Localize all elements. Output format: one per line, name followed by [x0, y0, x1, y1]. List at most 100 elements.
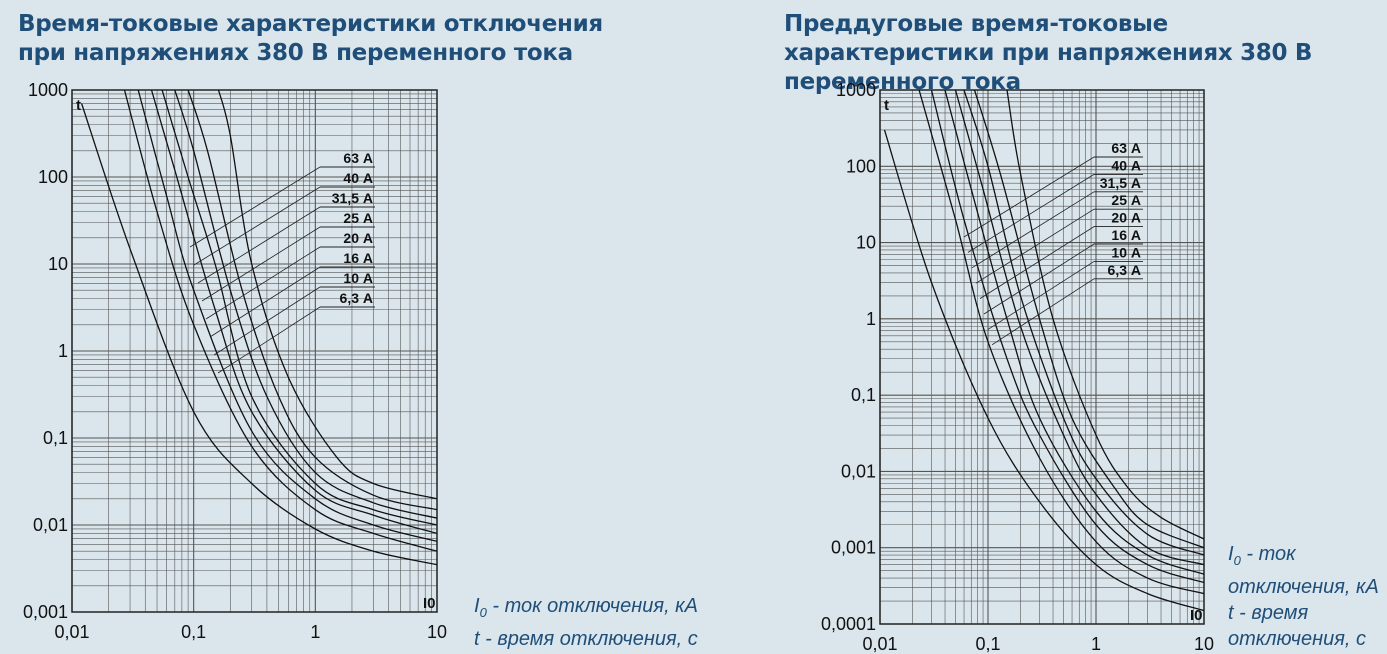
series-line-63 — [80, 103, 437, 566]
y-tick-label: 0,1 — [43, 428, 68, 448]
series-label: 10 А — [343, 270, 373, 286]
current-description: - ток — [1240, 543, 1296, 565]
x-tick-label: 0,1 — [975, 634, 1000, 654]
chart-title-left: Время-токовые характеристики отключения … — [18, 10, 618, 68]
series-label: 31,5 А — [332, 190, 373, 206]
series-label: 20 А — [343, 230, 373, 246]
series-label: 10 А — [1111, 244, 1141, 260]
y-tick-label: 10 — [856, 233, 876, 253]
series-line-315 — [174, 90, 437, 519]
series-label: 40 А — [1111, 157, 1141, 173]
series-line-315 — [963, 90, 1204, 556]
axis-legend-right-time: t - время — [1228, 602, 1309, 624]
y-tick-label: 100 — [846, 156, 876, 176]
y-tick-label: 1000 — [28, 80, 68, 100]
series-label: 16 А — [1111, 227, 1141, 243]
series-label: 25 А — [1111, 192, 1141, 208]
x-tick-label: 1 — [310, 622, 320, 642]
series-line-20 — [944, 90, 1204, 575]
series-line-16 — [137, 90, 437, 542]
series-leader-line — [193, 186, 321, 266]
series-leader-line — [963, 156, 1095, 238]
series-line-10 — [918, 90, 1204, 595]
y-tick-label: 10 — [48, 254, 68, 274]
series-leader-line — [201, 226, 321, 302]
series-line-16 — [930, 90, 1204, 584]
current-description: - ток отключения, кА — [486, 595, 698, 617]
y-tick-label: 0,1 — [851, 385, 876, 405]
x-tick-label: 0,1 — [181, 622, 206, 642]
series-line-25 — [954, 90, 1204, 566]
series-leader-line — [983, 243, 1095, 315]
series-label: 63 А — [1111, 140, 1141, 156]
series-leader-line — [971, 191, 1095, 269]
series-label: 40 А — [343, 170, 373, 186]
series-line-63 — [1006, 90, 1204, 540]
series-leader-line — [979, 226, 1095, 299]
series-line-40 — [187, 90, 437, 511]
series-leader-line — [209, 266, 321, 338]
series-leader-line — [991, 278, 1095, 346]
y-tick-label: 0,001 — [831, 538, 876, 558]
axis-legend-right: I0 - ток отключения, кА t - время отключ… — [1228, 541, 1387, 652]
x-tick-label: 10 — [427, 622, 447, 642]
y-tick-label: 0,01 — [33, 515, 68, 535]
y-tick-label: 1 — [58, 341, 68, 361]
y-tick-label: 0,0001 — [821, 614, 876, 634]
y-tick-label: 1000 — [836, 80, 876, 100]
x-tick-label: 0,01 — [862, 634, 897, 654]
series-line-63 — [217, 90, 437, 500]
x-tick-label: 10 — [1194, 634, 1214, 654]
y-axis-symbol: t — [76, 97, 81, 114]
current-subscript: 0 — [479, 605, 487, 620]
x-axis-symbol: I0 — [423, 595, 436, 612]
grid — [879, 90, 1204, 625]
axis-legend-left-current: I0 - ток отключения, кА — [474, 593, 698, 626]
series-line-20 — [150, 90, 437, 535]
chart-title-left-text: Время-токовые характеристики отключения … — [18, 11, 603, 66]
series-label: 31,5 А — [1100, 175, 1141, 191]
axis-legend-right-current: I0 - ток — [1228, 541, 1387, 574]
y-tick-label: 0,01 — [841, 461, 876, 481]
y-axis-symbol: t — [884, 97, 889, 114]
x-axis-symbol: I0 — [1190, 607, 1203, 624]
plot-frame — [879, 89, 1205, 625]
axis-legend-right-current-2: отключения, кА — [1228, 576, 1379, 598]
current-subscript: 0 — [1233, 553, 1241, 568]
plot-frame — [71, 89, 438, 613]
series-label: 20 А — [1111, 210, 1141, 226]
curves — [80, 90, 437, 566]
y-tick-label: 1 — [866, 309, 876, 329]
series-leader-line — [189, 166, 321, 248]
axis-legend-right-time-2: отключения, с — [1228, 628, 1367, 650]
current-symbol: I — [474, 595, 480, 617]
x-tick-label: 1 — [1091, 634, 1101, 654]
series-leader-line — [975, 208, 1095, 284]
current-symbol: I — [1228, 543, 1234, 565]
series-line-10 — [123, 90, 437, 552]
series-label: 6,3 А — [1108, 262, 1141, 278]
y-tick-label: 100 — [38, 167, 68, 187]
series-line-40 — [973, 90, 1204, 549]
series-label: 25 А — [343, 210, 373, 226]
series-leader-line — [197, 206, 321, 284]
series-label: 16 А — [343, 250, 373, 266]
axis-legend-left-time: t - время отключения, с — [474, 628, 698, 650]
series-leader-line — [987, 261, 1095, 330]
series-line-25 — [161, 90, 437, 526]
y-tick-label: 0,001 — [23, 602, 68, 622]
chart-right: 0,01 0,1 1 10 0,0001 0,001 0,01 0,1 1 10 100 1000 t I… — [821, 80, 1214, 654]
series-label: 6,3 А — [340, 290, 373, 306]
series-leader-line — [217, 306, 321, 374]
series-leader-line — [213, 286, 321, 356]
series-leader-line — [205, 246, 321, 320]
axis-legend-left: I0 - ток отключения, кА t - время отключ… — [474, 593, 698, 652]
series-line-63 — [883, 129, 1204, 612]
curves — [883, 90, 1204, 612]
series-leader-line — [967, 174, 1095, 253]
x-tick-label: 0,01 — [54, 622, 89, 642]
series-label: 63 А — [343, 150, 373, 166]
plot-area — [880, 90, 1204, 624]
